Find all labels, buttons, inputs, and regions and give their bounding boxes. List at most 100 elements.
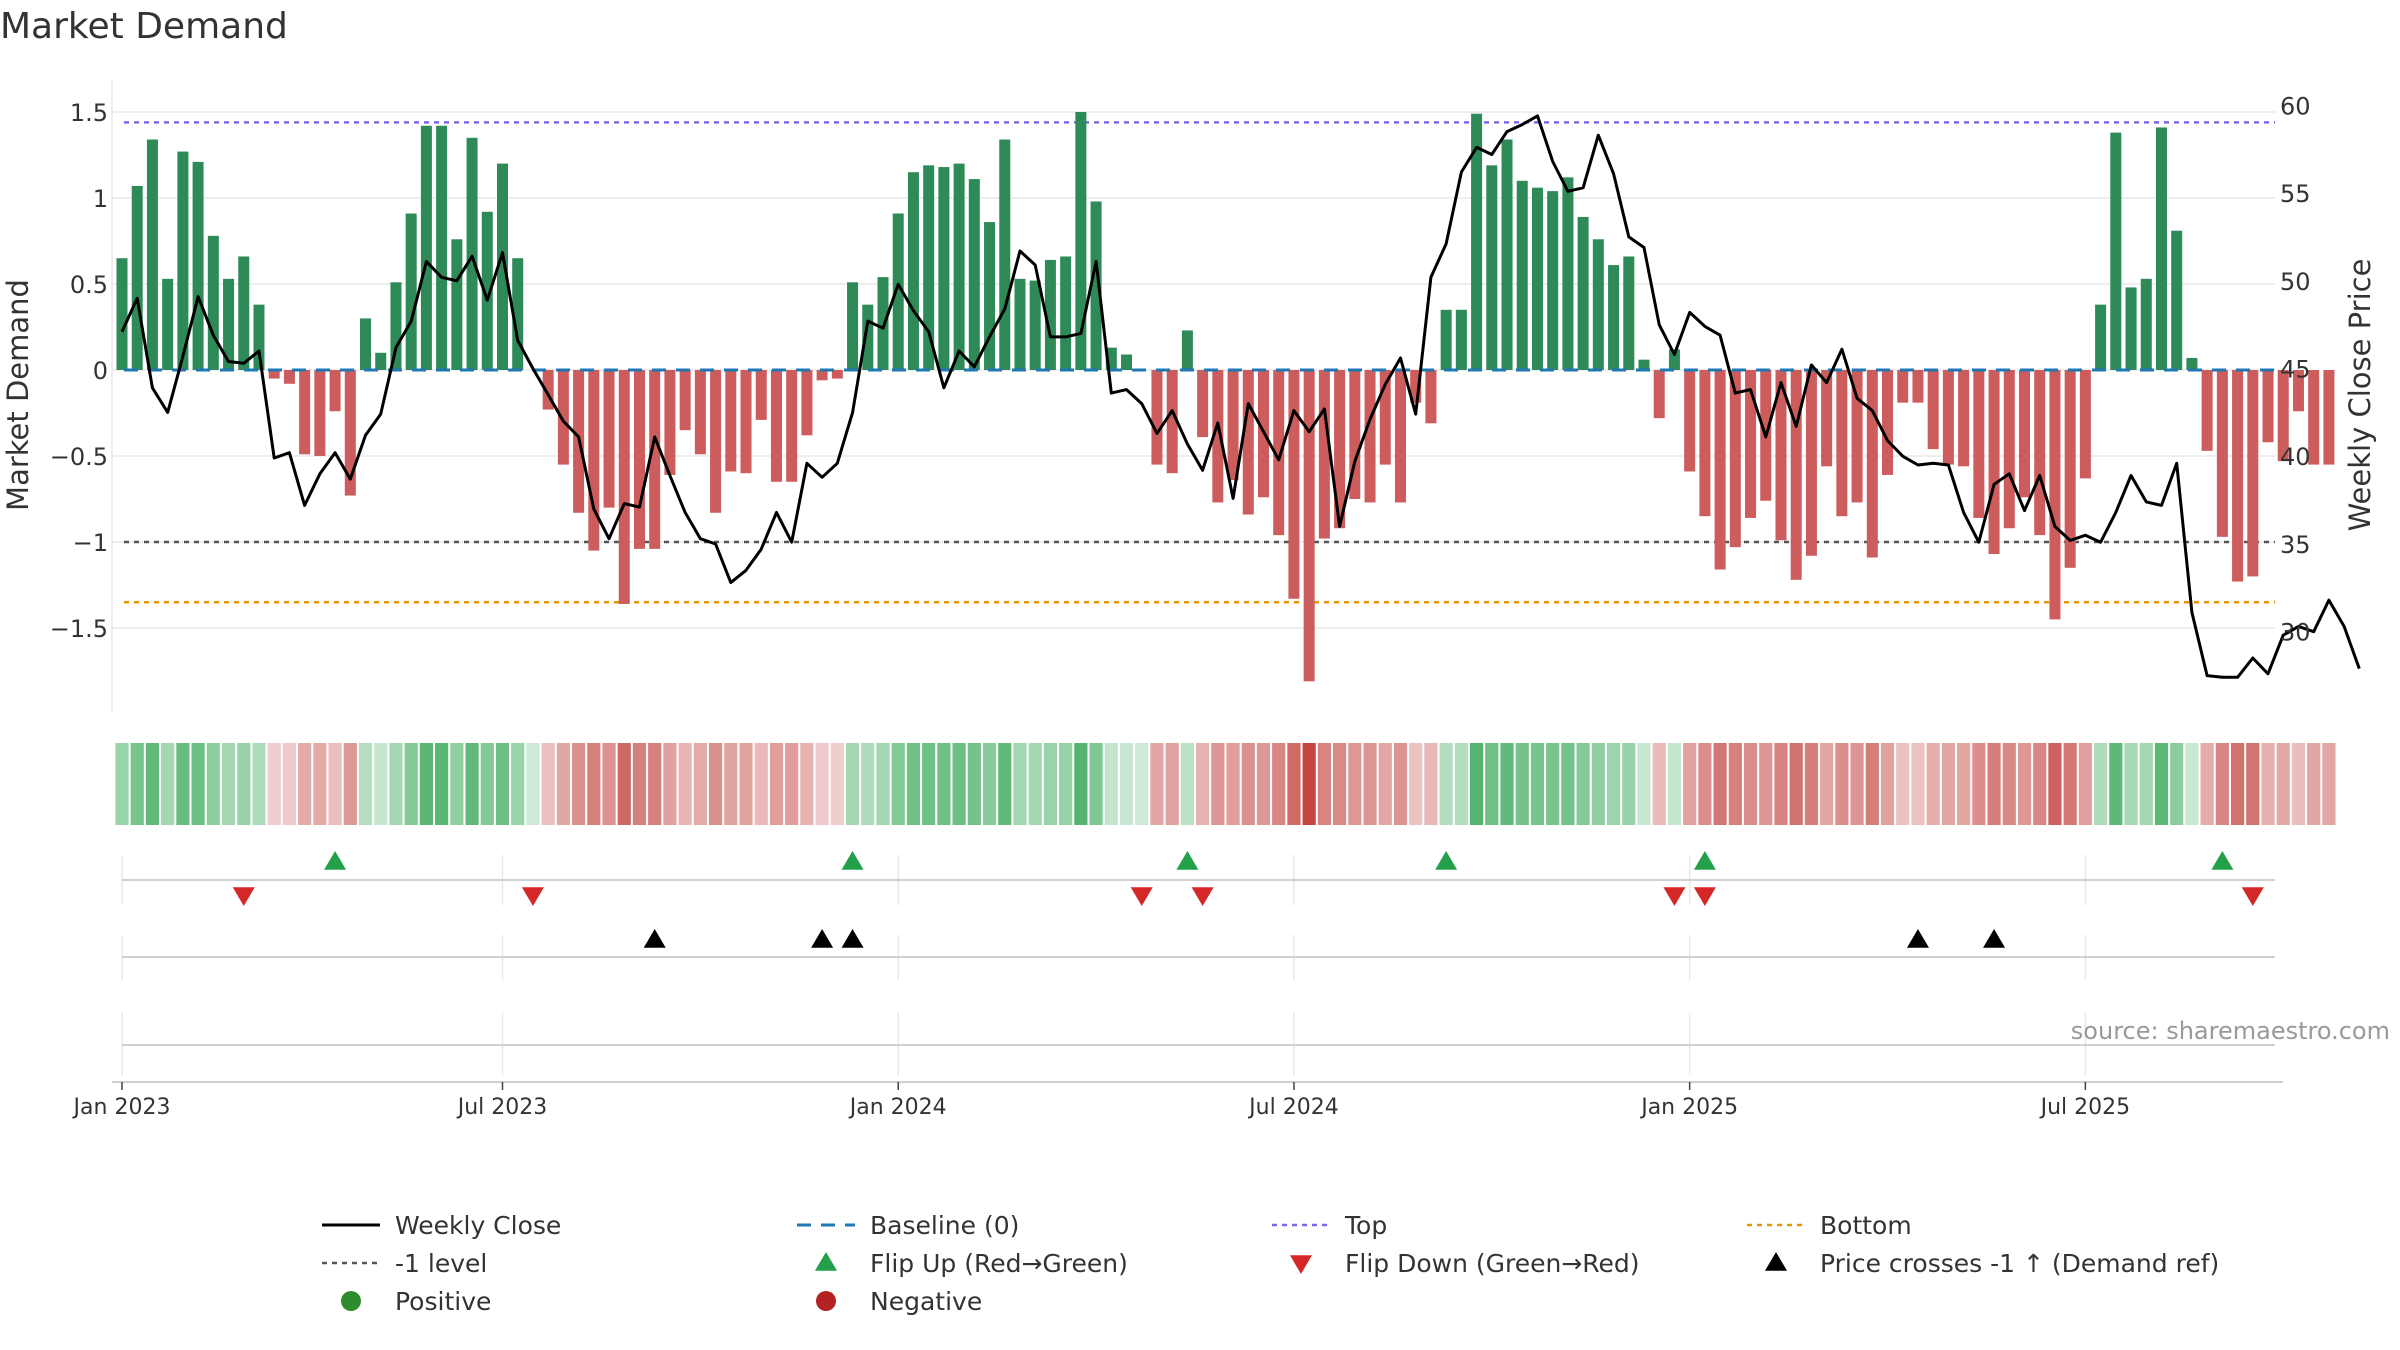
heat-cell — [982, 743, 997, 825]
legend-swatch — [1765, 1252, 1787, 1271]
legend-label: Baseline (0) — [870, 1211, 1019, 1240]
demand-bar — [953, 163, 965, 370]
heat-cell — [2322, 743, 2336, 825]
heat-cell — [572, 743, 586, 825]
y-tick-left-label: 0.5 — [70, 271, 108, 299]
demand-bar — [1044, 259, 1056, 370]
legend-swatch — [341, 1291, 361, 1311]
heat-cell — [708, 743, 723, 825]
x-tick-label: Jul 2025 — [2039, 1095, 2131, 1120]
heat-cell — [906, 743, 921, 825]
demand-bar — [360, 318, 372, 370]
heat-cell — [1987, 743, 2001, 825]
demand-bar — [162, 278, 174, 370]
heat-cell — [2307, 743, 2321, 825]
demand-bar — [2140, 278, 2152, 370]
demand-bar — [2019, 370, 2030, 498]
demand-bar — [223, 278, 235, 370]
demand-bar — [1988, 370, 2000, 555]
heat-cell — [1424, 743, 1438, 825]
demand-bar — [2277, 370, 2289, 462]
demand-bar — [1608, 265, 1620, 370]
demand-bar — [801, 370, 813, 436]
demand-bar — [1014, 278, 1026, 370]
legend-swatch — [815, 1252, 837, 1271]
demand-bar — [1455, 309, 1467, 370]
heat-cell — [2109, 743, 2123, 825]
reference-levels — [124, 121, 2275, 604]
demand-bar — [1379, 370, 1391, 465]
heat-cell — [313, 743, 327, 825]
heat-cell — [693, 743, 707, 825]
demand-bar — [1181, 330, 1193, 370]
heat-cell — [678, 743, 692, 825]
demand-bar — [710, 370, 722, 513]
price-cross-marker — [811, 929, 834, 948]
heat-cell — [221, 743, 236, 825]
demand-bar — [1897, 370, 1909, 403]
demand-bar — [177, 151, 189, 370]
heat-cell — [1728, 743, 1742, 825]
heat-cell — [389, 743, 403, 825]
demand-bar — [481, 211, 493, 370]
demand-bar — [329, 370, 341, 412]
flip-down-marker — [1663, 887, 1686, 906]
heat-cell — [2078, 743, 2092, 825]
heat-cell — [115, 743, 129, 825]
y-tick-left-label: −1 — [73, 529, 108, 557]
heat-cell — [541, 743, 555, 825]
demand-bar — [877, 277, 889, 370]
flip-up-marker — [1176, 851, 1199, 870]
y-tick-left-label: −1.5 — [50, 615, 108, 643]
demand-bar — [1334, 370, 1346, 529]
demand-bar — [1973, 370, 1985, 518]
heat-cell — [1743, 743, 1758, 825]
heat-cell — [1865, 743, 1879, 825]
heat-cell — [1241, 743, 1255, 825]
heat-cell — [374, 743, 388, 825]
demand-bar — [1440, 309, 1452, 370]
flip-down-marker — [521, 887, 544, 906]
heat-cell — [1667, 743, 1682, 825]
legend-label: Price crosses -1 ↑ (Demand ref) — [1820, 1249, 2219, 1278]
demand-bar — [497, 163, 508, 370]
demand-bar — [2095, 304, 2107, 370]
heat-cell — [1317, 743, 1331, 825]
flip-up-marker — [1435, 851, 1458, 870]
demand-bar — [2110, 132, 2122, 370]
flip-down-marker — [2241, 887, 2264, 906]
flip-down-marker — [1191, 887, 1214, 906]
demand-bar — [405, 213, 417, 370]
heat-cell — [1606, 743, 1621, 825]
demand-bar — [2049, 370, 2061, 620]
axis-ticks: 1.5 1 0.5 0 −0.5 −1 −1.5 60 55 50 45 40 35 30 Jan 2023… — [50, 92, 2311, 1120]
heat-cell — [648, 743, 662, 825]
heat-cell — [861, 743, 875, 825]
demand-bar — [679, 370, 691, 431]
demand-bar — [786, 370, 798, 482]
heat-cell — [1089, 743, 1103, 825]
demand-bar — [1212, 370, 1224, 503]
heat-cell — [1378, 743, 1392, 825]
heat-cell — [1135, 743, 1149, 825]
heat-cell — [358, 743, 373, 825]
demand-bar — [1060, 256, 1072, 370]
demand-bar — [2125, 287, 2137, 370]
demand-bar — [1425, 370, 1437, 424]
demand-bar — [1501, 139, 1513, 370]
heat-cell — [2246, 743, 2260, 825]
legend-swatch — [1290, 1255, 1312, 1274]
demand-bar — [1775, 370, 1787, 541]
demand-bar — [1684, 370, 1696, 472]
heat-cell — [769, 743, 784, 825]
heat-cell — [2291, 743, 2306, 825]
chart-title: Market Demand — [0, 6, 288, 47]
x-tick-label: Jul 2024 — [1247, 1095, 1339, 1120]
heat-cell — [2261, 743, 2275, 825]
flip-down-marker — [1693, 887, 1716, 906]
price-cross-marker — [841, 929, 864, 948]
heat-cell — [480, 743, 494, 825]
heat-cell — [1302, 743, 1316, 825]
heat-cell — [815, 743, 829, 825]
